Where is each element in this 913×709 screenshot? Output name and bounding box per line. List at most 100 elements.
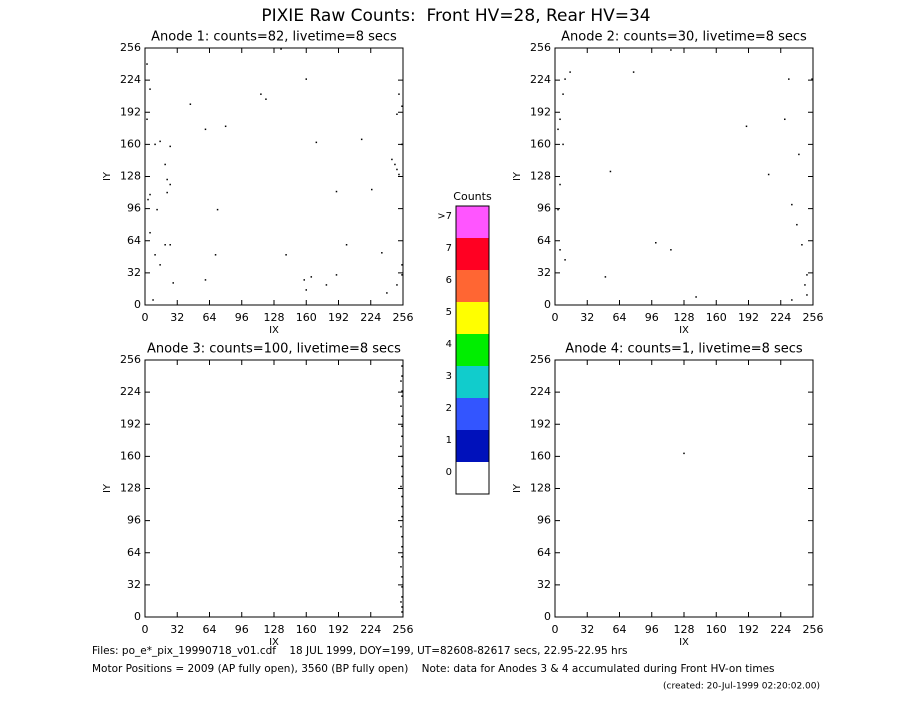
point — [791, 203, 793, 206]
point — [149, 193, 151, 196]
x-tick-label: 96 — [235, 311, 249, 324]
y-tick-label: 128 — [120, 482, 141, 495]
x-tick-label: 128 — [674, 311, 695, 324]
point — [224, 125, 227, 128]
color-cell — [456, 334, 489, 366]
x-tick-label: 128 — [264, 623, 285, 636]
color-cell — [456, 238, 489, 270]
x-tick-label: 96 — [645, 623, 659, 636]
x-tick-label: 192 — [328, 623, 349, 636]
point — [811, 78, 813, 80]
point — [214, 254, 217, 256]
point — [305, 78, 307, 80]
point — [172, 282, 174, 284]
colorbar-label: 4 — [446, 339, 452, 350]
y-tick-label: 160 — [530, 449, 551, 462]
x-tick-label: 32 — [580, 623, 594, 636]
point — [564, 259, 566, 261]
point — [401, 143, 403, 146]
point — [401, 365, 403, 367]
point — [401, 425, 403, 428]
point — [557, 128, 559, 131]
point — [806, 294, 808, 296]
y-tick-label: 160 — [120, 449, 141, 462]
x-axis-label: IX — [679, 637, 689, 648]
point — [154, 254, 156, 256]
color-cell — [456, 430, 489, 462]
y-tick-label: 160 — [530, 137, 551, 150]
point — [386, 292, 388, 294]
x-tick-label: 256 — [803, 623, 824, 636]
x-tick-label: 192 — [738, 623, 759, 636]
point — [164, 244, 166, 246]
x-tick-label: 0 — [552, 623, 559, 636]
point — [401, 611, 403, 613]
y-tick-label: 224 — [120, 385, 141, 398]
point — [562, 93, 564, 95]
y-tick-label: 160 — [120, 137, 141, 150]
point — [216, 208, 219, 211]
point — [806, 274, 808, 276]
point — [632, 71, 635, 73]
point — [360, 138, 363, 141]
x-tick-label: 0 — [142, 311, 149, 324]
main-title: PIXIE Raw Counts: Front HV=28, Rear HV=3… — [261, 6, 650, 26]
x-tick-label: 160 — [296, 623, 317, 636]
point — [400, 405, 402, 407]
colorbar-label: >7 — [437, 211, 452, 222]
x-axis-label: IX — [679, 325, 689, 336]
point — [169, 145, 171, 148]
x-tick-label: 224 — [770, 311, 791, 324]
point — [401, 455, 403, 458]
point — [401, 390, 403, 392]
y-tick-label: 96 — [127, 202, 141, 215]
point — [604, 276, 607, 278]
panel-title: Anode 2: counts=30, livetime=8 secs — [561, 30, 807, 45]
y-tick-label: 64 — [127, 234, 141, 247]
point — [562, 143, 564, 146]
point — [159, 140, 161, 143]
point — [396, 284, 398, 286]
point — [400, 525, 402, 528]
colorbar-label: 1 — [446, 435, 452, 446]
point — [156, 208, 158, 211]
y-tick-label: 128 — [530, 482, 551, 495]
point — [152, 299, 154, 301]
point — [801, 244, 803, 246]
point — [401, 545, 403, 548]
y-tick-label: 256 — [530, 353, 551, 366]
x-tick-label: 0 — [142, 623, 149, 636]
point — [204, 279, 207, 281]
x-tick-label: 64 — [203, 623, 217, 636]
y-tick-label: 224 — [530, 385, 551, 398]
point — [400, 485, 402, 488]
point — [401, 435, 403, 438]
point — [398, 93, 400, 95]
point — [398, 173, 400, 176]
x-tick-label: 224 — [360, 311, 381, 324]
point — [371, 188, 373, 191]
y-tick-label: 224 — [530, 73, 551, 86]
y-tick-label: 192 — [530, 105, 551, 118]
point — [401, 596, 403, 598]
color-cell — [456, 462, 489, 494]
y-tick-label: 32 — [537, 578, 551, 591]
y-tick-label: 128 — [530, 170, 551, 183]
point — [401, 515, 403, 518]
point — [401, 375, 403, 377]
point — [796, 223, 798, 226]
x-tick-label: 0 — [552, 311, 559, 324]
y-axis-label: IY — [102, 483, 113, 493]
point — [396, 113, 398, 116]
point — [154, 143, 156, 146]
point — [260, 93, 262, 95]
y-tick-label: 96 — [537, 202, 551, 215]
point — [315, 141, 318, 144]
x-tick-label: 192 — [328, 311, 349, 324]
point — [745, 125, 748, 128]
colorbar-title: Counts — [453, 190, 492, 203]
x-tick-label: 32 — [580, 311, 594, 324]
y-tick-label: 32 — [127, 578, 141, 591]
x-tick-label: 256 — [393, 311, 414, 324]
